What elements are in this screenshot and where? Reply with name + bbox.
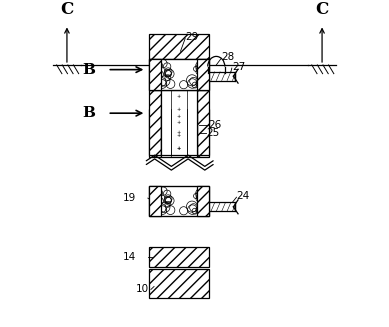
Text: +: + [177, 146, 181, 151]
Bar [149, 59, 161, 90]
Bar [209, 202, 235, 211]
Bar [149, 247, 209, 267]
Bar [149, 186, 209, 216]
Bar [161, 90, 197, 155]
Text: C: C [315, 1, 329, 18]
Text: 28: 28 [221, 52, 234, 62]
Bar [161, 109, 197, 157]
Text: 10: 10 [135, 284, 149, 294]
Bar [149, 186, 209, 216]
Bar [149, 90, 161, 155]
Bar [197, 109, 209, 157]
Bar [149, 269, 209, 298]
Bar [149, 59, 209, 90]
Text: 24: 24 [237, 191, 250, 201]
Text: +: + [177, 94, 181, 99]
Text: +: + [177, 120, 181, 125]
Text: +: + [177, 114, 181, 119]
Bar [149, 34, 209, 59]
Text: +: + [177, 107, 181, 112]
Text: 27: 27 [232, 61, 245, 72]
Bar [149, 186, 161, 216]
Bar [149, 109, 161, 157]
Text: +: + [177, 130, 181, 135]
Text: B: B [82, 106, 95, 120]
Bar [197, 59, 209, 90]
Bar [149, 59, 209, 90]
Bar [197, 186, 209, 216]
Text: 26: 26 [208, 120, 221, 130]
Text: B: B [82, 63, 95, 77]
Text: 14: 14 [123, 252, 136, 262]
Text: C: C [60, 1, 74, 18]
Bar [197, 90, 209, 155]
Bar [209, 72, 235, 80]
Text: 19: 19 [123, 193, 136, 203]
Text: +: + [177, 133, 181, 138]
Text: 29: 29 [185, 32, 198, 42]
Text: +: + [177, 146, 181, 151]
Text: 25: 25 [206, 128, 219, 138]
